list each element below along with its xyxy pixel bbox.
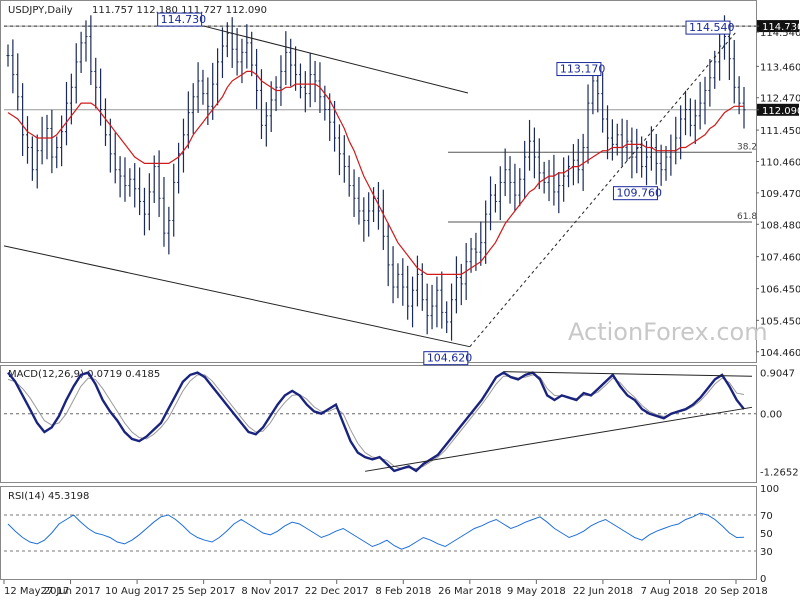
x-tick-label: 12 May 2017 [4,586,69,597]
price-badge-text: 114.730 [762,22,800,33]
price-y-tick-label: 109.470 [760,189,800,200]
price-panel-frame [0,0,757,363]
price-y-tick-label: 106.450 [760,285,800,296]
x-tick-label: 10 Aug 2017 [105,586,169,597]
price-ohlc: 111.757 112.180 111.727 112.090 [92,5,267,16]
price-callout-text: 114.730 [161,13,207,26]
dashed-trendline [469,31,737,348]
price-callout-text: 104.620 [427,352,473,365]
price-y-tick-label: 105.450 [760,316,800,327]
fib-level-label: 61.8 [737,212,757,222]
price-badge [757,103,799,116]
rsi-y-tick-label: 50 [760,529,773,540]
x-tick-label: 8 Feb 2018 [375,586,431,597]
watermark: ActionForex.com [568,318,768,346]
price-callout-box [556,62,602,77]
rsi-y-tick-label: 0 [760,574,766,585]
macd-y-tick-label: 0.9047 [760,368,795,379]
price-title: USDJPY,Daily [8,5,73,16]
price-callout-text: 113.170 [560,63,606,76]
x-tick-label: 27 Jun 2017 [40,586,100,597]
price-y-tick-label: 107.460 [760,253,800,264]
rsi-y-tick-label: 30 [760,547,773,558]
macd-support-line [364,406,753,472]
price-callout-box [423,351,469,366]
rsi-title: RSI(14) 45.3198 [8,491,89,502]
channel-upper-line [203,25,469,94]
channel-lower-line [3,245,470,348]
price-callout-text: 109.760 [616,187,662,200]
x-tick-label: 8 Nov 2017 [241,586,299,597]
price-callout-box [612,186,658,201]
price-y-tick-label: 113.460 [760,62,800,73]
moving-average-line [7,70,744,275]
fib-level-label: 38.2 [737,142,757,152]
grid-layer: 38.2 61.8 [4,25,757,552]
rsi-y-tick-label: 100 [760,484,779,495]
macd-line [7,371,745,473]
macd-layer [7,371,753,473]
x-tick-label: 7 Aug 2018 [641,586,699,597]
x-tick-label: 26 Mar 2018 [438,586,501,597]
macd-y-tick-label: -1.2652 [760,468,799,479]
price-y-tick-label: 104.460 [760,348,800,359]
price-y-tick-label: 108.480 [760,220,800,231]
price-y-tick-label: 112.470 [760,94,800,105]
macd-panel-frame [0,365,757,483]
rsi-panel-frame [0,486,757,580]
price-callout-box [157,12,203,27]
price-badge-text: 112.090 [762,106,800,117]
x-tick-label: 20 Sep 2018 [704,586,767,597]
price-badge [757,20,799,33]
price-y-tick-label: 111.450 [760,126,800,137]
macd-resistance-line [503,371,753,377]
x-tick-label: 9 May 2018 [507,586,566,597]
rsi-layer [7,512,745,550]
macd-y-tick-label: 0.00 [760,410,782,421]
x-tick-label: 25 Sep 2017 [172,586,235,597]
rsi-line [7,512,745,550]
price-y-tick-label: 110.460 [760,157,800,168]
rsi-y-tick-label: 70 [760,511,773,522]
price-y-tick-label: 114.540 [760,28,800,39]
price-callout-box [685,20,731,35]
price-layer: 114.730 113.170 114.540 109.760 104.620 [3,12,746,366]
price-callout-text: 114.540 [689,21,735,34]
x-tick-label: 22 Jun 2018 [573,586,633,597]
x-tick-label: 22 Dec 2017 [305,586,369,597]
